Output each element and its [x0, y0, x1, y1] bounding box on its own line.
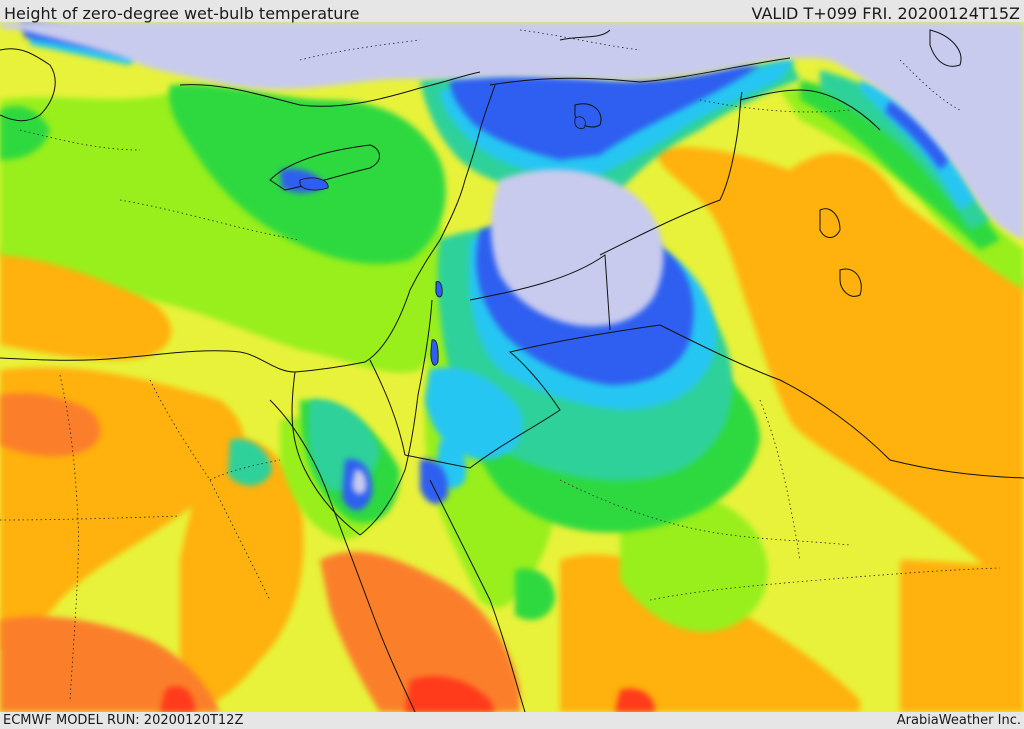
valid-time: VALID T+099 FRI. 20200124T15Z	[751, 4, 1020, 23]
map-canvas	[0, 22, 1024, 712]
credit: ArabiaWeather Inc.	[896, 713, 1021, 728]
internal-borders	[0, 29, 1001, 701]
field-dark-orange	[0, 393, 520, 712]
header-bar: Height of zero-degree wet-bulb temperatu…	[0, 0, 1024, 23]
country-borders	[0, 29, 1024, 712]
field-red	[160, 676, 655, 712]
weather-map	[0, 22, 1024, 712]
map-title: Height of zero-degree wet-bulb temperatu…	[4, 4, 360, 23]
inland-water	[299, 116, 586, 366]
model-run: ECMWF MODEL RUN: 20200120T12Z	[3, 713, 244, 728]
field-orange	[0, 147, 1024, 712]
footer-bar: ECMWF MODEL RUN: 20200120T12Z ArabiaWeat…	[0, 712, 1024, 729]
field-lowest	[0, 22, 1024, 495]
